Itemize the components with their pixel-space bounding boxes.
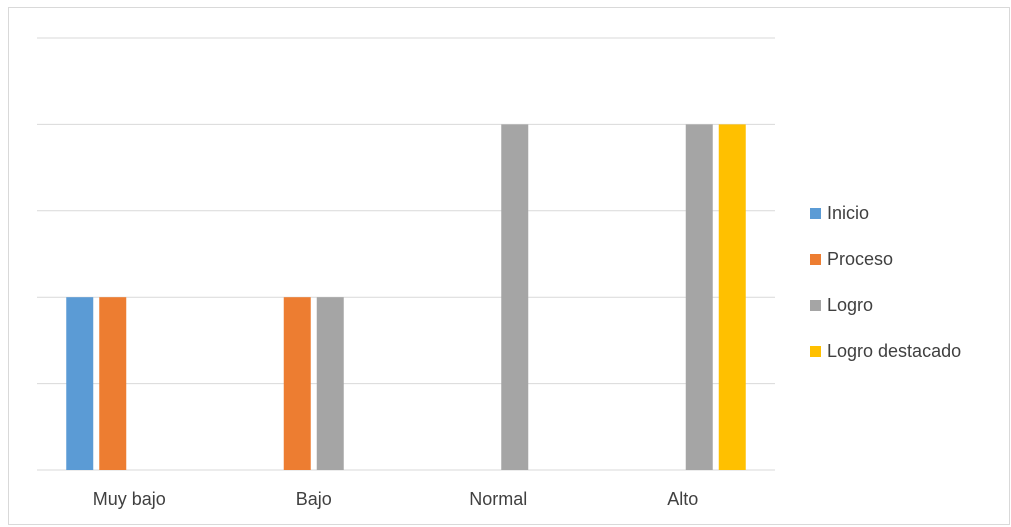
bar-proceso-bajo: [283, 297, 311, 470]
legend: Inicio Proceso Logro Logro destacado: [810, 190, 961, 374]
legend-item: Logro destacado: [810, 328, 961, 374]
legend-item: Inicio: [810, 190, 961, 236]
x-tick-labels: Muy bajo Bajo Normal Alto: [93, 489, 699, 509]
x-tick-label: Alto: [667, 489, 698, 509]
legend-item: Logro: [810, 282, 961, 328]
bar-logro-normal: [501, 124, 529, 471]
legend-swatch: [810, 207, 821, 219]
legend-label: Logro destacado: [827, 340, 962, 361]
x-tick-label: Muy bajo: [93, 489, 166, 509]
legend-item: Proceso: [810, 236, 961, 282]
bar-logro-destacado-alto: [718, 124, 746, 471]
bar-logro-alto: [685, 124, 713, 471]
legend-label: Proceso: [827, 248, 894, 269]
bars: [66, 124, 746, 471]
legend-swatch: [810, 253, 821, 265]
legend-label: Logro: [827, 294, 874, 315]
bar-inicio-muy-bajo: [66, 297, 94, 470]
bar-proceso-muy-bajo: [99, 297, 127, 470]
x-tick-label: Normal: [469, 489, 527, 509]
legend-swatch: [810, 345, 821, 357]
legend-swatch: [810, 299, 821, 311]
gridlines: [37, 37, 775, 471]
bar-logro-bajo: [316, 297, 344, 470]
x-tick-label: Bajo: [296, 489, 332, 509]
legend-label: Inicio: [827, 202, 870, 223]
